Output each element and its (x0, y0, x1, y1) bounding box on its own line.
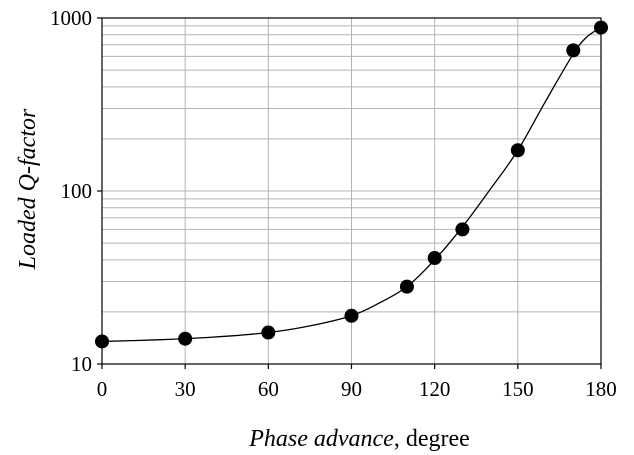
data-point (566, 43, 581, 58)
data-point (178, 331, 193, 346)
data-point (344, 308, 359, 323)
data-points (95, 20, 608, 349)
data-point (455, 222, 470, 237)
x-tick-label: 90 (341, 377, 362, 401)
x-tick-label: 60 (258, 377, 279, 401)
data-point (261, 325, 276, 340)
x-tick-label: 120 (419, 377, 451, 401)
trend-curve (101, 27, 602, 343)
y-tick-labels: 10 100 1000 (50, 6, 92, 376)
data-point (399, 279, 414, 294)
y-tick-label: 100 (61, 179, 93, 203)
data-point (427, 250, 442, 265)
x-axis-title-unit: , degree (394, 426, 470, 452)
y-tick-label: 10 (71, 352, 92, 376)
y-tick-label: 1000 (50, 6, 92, 30)
data-point (594, 20, 608, 35)
y-axis-title: Loaded Q-factor (15, 108, 41, 270)
x-tick-label: 0 (97, 377, 108, 401)
x-tick-labels: 0 30 60 90 120 150 180 (97, 377, 617, 401)
x-axis-title: Phase advance, degree (248, 426, 470, 452)
x-tick-label: 150 (502, 377, 534, 401)
x-axis-title-italic: Phase advance (248, 426, 394, 452)
data-point (95, 334, 109, 349)
x-tick-label: 180 (585, 377, 617, 401)
data-point (510, 143, 525, 158)
axis-ticks (97, 17, 602, 369)
x-tick-label: 30 (175, 377, 196, 401)
